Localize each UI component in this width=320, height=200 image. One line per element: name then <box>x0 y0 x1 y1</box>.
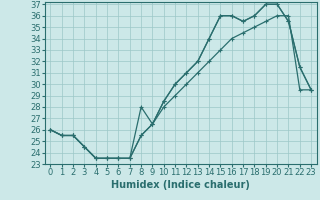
X-axis label: Humidex (Indice chaleur): Humidex (Indice chaleur) <box>111 180 250 190</box>
